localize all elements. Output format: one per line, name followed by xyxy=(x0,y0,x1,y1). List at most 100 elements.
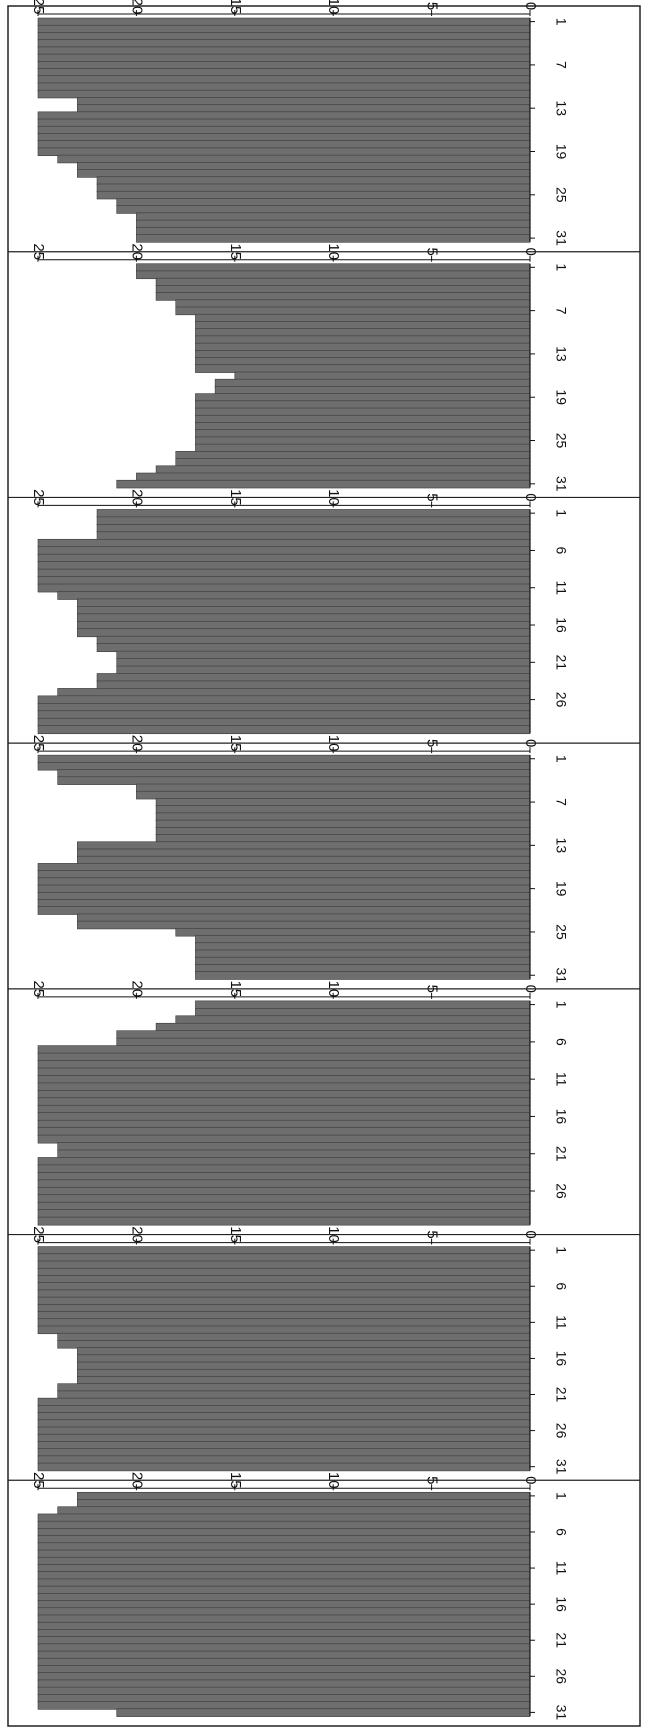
category-tick-label: 21 xyxy=(553,1387,569,1403)
bar-13 xyxy=(77,104,531,113)
value-tick-label: 25 xyxy=(30,1472,47,1489)
bar-29 xyxy=(195,956,531,966)
bar-20 xyxy=(37,1629,531,1638)
category-tick-label: 31 xyxy=(553,476,569,492)
bar-9 xyxy=(37,568,531,578)
bar-14 xyxy=(37,111,531,120)
bar-3 xyxy=(57,769,531,778)
bar-10 xyxy=(37,1311,531,1320)
bar-26 xyxy=(37,1426,531,1436)
bar-12 xyxy=(77,97,531,106)
bar-13 xyxy=(57,1332,531,1342)
bar-26 xyxy=(37,1672,531,1681)
bar-5 xyxy=(37,538,531,548)
category-tick-label: 6 xyxy=(553,1038,569,1046)
category-tick-label: 25 xyxy=(553,924,569,940)
bar-10 xyxy=(37,576,531,585)
bar-14 xyxy=(195,357,531,366)
value-tick-label: 5 xyxy=(424,1230,441,1238)
bar-21 xyxy=(116,658,531,667)
category-tick-label: 13 xyxy=(553,100,569,116)
bar-25 xyxy=(57,688,531,697)
bar-27 xyxy=(195,942,531,951)
value-tick-label: 15 xyxy=(227,0,244,14)
bar-19 xyxy=(37,1134,531,1144)
bar-6 xyxy=(37,546,531,556)
bars xyxy=(37,1246,531,1472)
bar-14 xyxy=(37,1585,531,1595)
bar-8 xyxy=(37,1052,531,1062)
bar-12 xyxy=(37,1082,531,1092)
bar-2 xyxy=(136,270,531,280)
bar-2 xyxy=(37,24,531,34)
figure-frame xyxy=(7,5,641,1727)
bar-21 xyxy=(57,1149,531,1159)
category-tick-label: 21 xyxy=(553,1632,569,1648)
bar-10 xyxy=(37,1067,531,1077)
bar-6 xyxy=(175,299,531,308)
bar-25 xyxy=(96,190,531,200)
bar-19 xyxy=(195,393,531,402)
bar-24 xyxy=(77,920,531,930)
value-tick-label: 25 xyxy=(30,243,47,260)
bar-24 xyxy=(96,680,531,690)
bar-21 xyxy=(37,899,531,908)
value-tick-label: 15 xyxy=(227,735,244,752)
bar-7 xyxy=(155,798,531,807)
bar-8 xyxy=(37,1296,531,1306)
bar-28 xyxy=(37,1686,531,1696)
category-tick-label: 26 xyxy=(553,1183,569,1199)
bar-12 xyxy=(37,1325,531,1335)
bar-17 xyxy=(37,133,531,142)
bar-5 xyxy=(136,783,531,793)
bars xyxy=(37,509,531,735)
bar-7 xyxy=(175,306,531,316)
bar-31 xyxy=(116,479,531,489)
bar-29 xyxy=(136,219,531,229)
bar-26 xyxy=(195,443,531,453)
category-tick-label: 1 xyxy=(553,1492,569,1500)
bar-17 xyxy=(37,1119,531,1129)
bar-16 xyxy=(37,1600,531,1609)
value-tick-label: 20 xyxy=(128,981,145,998)
bar-22 xyxy=(37,1643,531,1652)
bar-22 xyxy=(37,1397,531,1407)
bar-3 xyxy=(37,32,531,41)
bar-18 xyxy=(37,140,531,149)
bar-5 xyxy=(37,1275,531,1284)
bar-13 xyxy=(77,598,531,608)
bar-9 xyxy=(37,1060,531,1069)
bar-17 xyxy=(37,1607,531,1616)
bar-1 xyxy=(77,1491,531,1501)
bar-30 xyxy=(37,1455,531,1464)
bar-28 xyxy=(37,1441,531,1450)
bar-1 xyxy=(37,1246,531,1255)
bar-28 xyxy=(195,949,531,959)
bar-13 xyxy=(195,350,531,359)
category-tick-label: 16 xyxy=(553,1596,569,1612)
bar-4 xyxy=(57,776,531,785)
bar-11 xyxy=(37,89,531,99)
bar-4 xyxy=(37,1267,531,1277)
category-tick-label: 1 xyxy=(553,263,569,271)
bar-25 xyxy=(37,1179,531,1189)
bar-13 xyxy=(37,1578,531,1588)
bar-26 xyxy=(195,935,531,944)
value-tick-label: 10 xyxy=(325,1472,342,1489)
bar-4 xyxy=(96,531,531,541)
bar-15 xyxy=(195,364,531,373)
bar-2 xyxy=(96,516,531,526)
bar-31 xyxy=(37,1462,531,1472)
bar-1 xyxy=(96,509,531,518)
value-tick-label: 25 xyxy=(30,489,47,506)
bars xyxy=(37,754,531,980)
bar-27 xyxy=(37,1194,531,1204)
bar-2 xyxy=(37,1253,531,1262)
bar-5 xyxy=(37,46,531,55)
bar-21 xyxy=(77,162,531,171)
bar-18 xyxy=(96,635,531,645)
category-tick-label: 26 xyxy=(553,1669,569,1685)
